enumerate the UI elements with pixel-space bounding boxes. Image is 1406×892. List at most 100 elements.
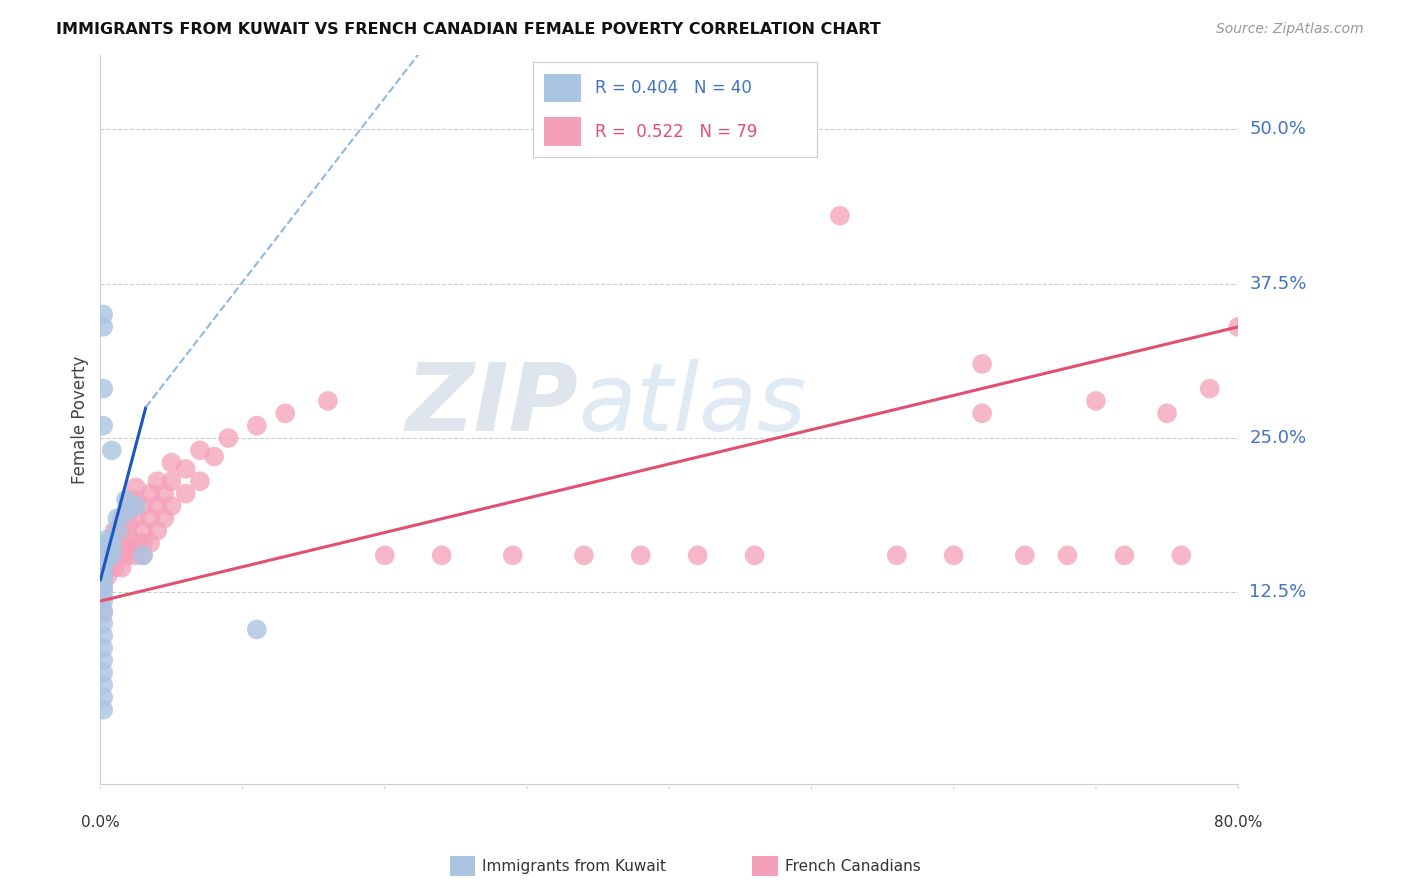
Point — [91, 557, 114, 571]
Point — [96, 544, 118, 558]
Point — [103, 530, 125, 544]
Point — [1114, 549, 1136, 563]
Point — [146, 499, 169, 513]
Point — [125, 480, 148, 494]
Point — [1056, 549, 1078, 563]
Point — [125, 499, 148, 513]
Point — [107, 511, 129, 525]
Point — [316, 394, 339, 409]
Point — [1170, 549, 1192, 563]
Point — [91, 607, 114, 621]
Point — [125, 511, 148, 525]
Point — [125, 492, 148, 507]
Text: atlas: atlas — [578, 359, 807, 450]
Text: 37.5%: 37.5% — [1250, 275, 1306, 293]
Point — [1227, 319, 1250, 334]
Point — [132, 549, 155, 563]
Text: Source: ZipAtlas.com: Source: ZipAtlas.com — [1216, 22, 1364, 37]
Point — [91, 552, 114, 566]
Point — [91, 594, 114, 608]
Point — [139, 536, 162, 550]
Point — [111, 560, 134, 574]
Point — [91, 560, 114, 574]
Point — [118, 505, 141, 519]
Point — [103, 542, 125, 557]
Point — [96, 549, 118, 563]
Point — [91, 678, 114, 692]
Point — [91, 552, 114, 566]
Point — [1014, 549, 1036, 563]
Point — [217, 431, 239, 445]
Point — [91, 629, 114, 643]
Point — [100, 542, 122, 557]
Point — [91, 591, 114, 606]
Point — [174, 486, 197, 500]
Point — [96, 552, 118, 566]
Point — [274, 406, 297, 420]
Point — [502, 549, 524, 563]
Point — [118, 542, 141, 557]
Point — [100, 549, 122, 563]
Point — [125, 549, 148, 563]
Point — [91, 566, 114, 581]
Point — [132, 499, 155, 513]
Point — [118, 530, 141, 544]
Point — [972, 357, 994, 371]
Point — [91, 579, 114, 593]
Point — [118, 492, 141, 507]
Point — [107, 524, 129, 538]
Point — [1084, 394, 1107, 409]
Point — [146, 524, 169, 538]
Point — [139, 511, 162, 525]
Point — [886, 549, 908, 563]
Point — [828, 209, 851, 223]
Point — [111, 549, 134, 563]
Point — [91, 690, 114, 705]
Point — [100, 443, 122, 458]
Text: 0.0%: 0.0% — [82, 814, 120, 830]
Text: Immigrants from Kuwait: Immigrants from Kuwait — [482, 859, 666, 873]
Point — [100, 536, 122, 550]
Point — [630, 549, 652, 563]
Y-axis label: Female Poverty: Female Poverty — [72, 355, 89, 483]
Point — [174, 462, 197, 476]
Point — [96, 533, 118, 547]
Point — [91, 549, 114, 563]
Point — [91, 703, 114, 717]
Point — [160, 499, 183, 513]
Point — [572, 549, 595, 563]
Point — [374, 549, 396, 563]
Point — [103, 536, 125, 550]
Point — [246, 623, 269, 637]
Point — [91, 418, 114, 433]
Point — [91, 616, 114, 631]
Point — [91, 560, 114, 574]
Point — [139, 486, 162, 500]
Point — [91, 579, 114, 593]
Point — [160, 456, 183, 470]
Point — [246, 418, 269, 433]
Point — [686, 549, 709, 563]
Point — [91, 665, 114, 680]
Point — [188, 475, 211, 489]
Point — [115, 492, 138, 507]
Text: 50.0%: 50.0% — [1250, 120, 1306, 138]
Text: 80.0%: 80.0% — [1213, 814, 1263, 830]
Point — [91, 653, 114, 667]
Point — [430, 549, 453, 563]
Point — [111, 511, 134, 525]
Text: IMMIGRANTS FROM KUWAIT VS FRENCH CANADIAN FEMALE POVERTY CORRELATION CHART: IMMIGRANTS FROM KUWAIT VS FRENCH CANADIA… — [56, 22, 882, 37]
Point — [1198, 382, 1220, 396]
Point — [202, 450, 225, 464]
Text: 25.0%: 25.0% — [1250, 429, 1306, 447]
Point — [91, 549, 114, 563]
Point — [91, 382, 114, 396]
Point — [744, 549, 766, 563]
Point — [96, 569, 118, 583]
Point — [96, 560, 118, 574]
Point — [96, 549, 118, 563]
Point — [942, 549, 965, 563]
Point — [91, 319, 114, 334]
Point — [160, 475, 183, 489]
Point — [91, 566, 114, 581]
